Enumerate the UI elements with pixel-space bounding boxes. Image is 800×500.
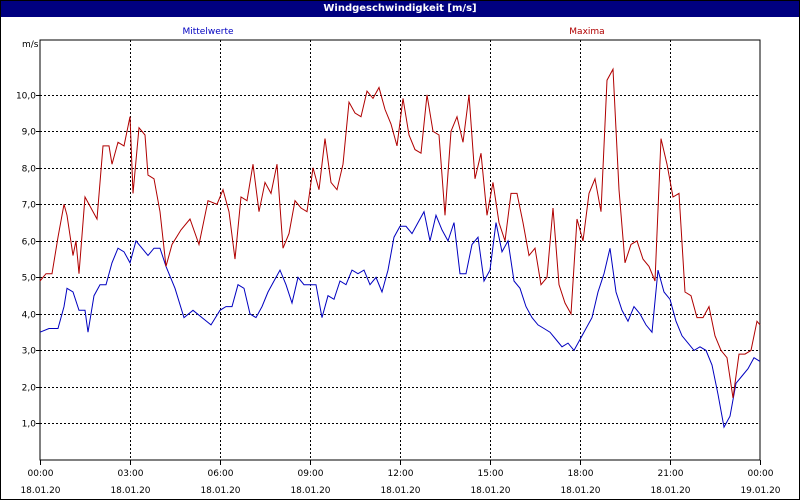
grid: [40, 40, 760, 460]
x-tick-date: 19.01.20: [740, 486, 780, 496]
y-tick-label: 8,0: [22, 165, 37, 175]
y-tick-label: 9,0: [22, 128, 37, 138]
legend-mittelwerte: Mittelwerte: [182, 27, 233, 37]
x-tick-date: 18.01.20: [380, 486, 420, 496]
x-tick-time: 00:00: [748, 469, 774, 479]
y-tick-label: 7,0: [22, 201, 37, 211]
x-tick-time: 00:00: [28, 469, 54, 479]
x-tick-time: 12:00: [388, 469, 414, 479]
x-tick-time: 18:00: [568, 469, 594, 479]
y-tick-label: 2,0: [22, 384, 37, 394]
legend-maxima: Maxima: [569, 27, 604, 37]
y-tick-label: 3,0: [22, 347, 37, 357]
x-tick-time: 21:00: [658, 469, 684, 479]
x-tick-date: 18.01.20: [560, 486, 600, 496]
y-axis-label: m/s: [22, 40, 39, 50]
x-tick-date: 18.01.20: [110, 486, 150, 496]
x-tick-time: 09:00: [298, 469, 324, 479]
x-tick-date: 18.01.20: [650, 486, 690, 496]
y-tick-label: 10,0: [16, 92, 36, 102]
x-tick-date: 18.01.20: [20, 486, 60, 496]
x-axis: 00:00 18.01.20 03:00 18.01.20 06:00 18.01.20 0…: [20, 460, 781, 496]
x-tick-time: 06:00: [208, 469, 234, 479]
y-axis: 1,0 2,0 3,0 4,0 5,0 6,0 7,0 8,0 9,0 10,0: [16, 92, 40, 430]
y-tick-label: 5,0: [22, 274, 37, 284]
chart-title: Windgeschwindigkeit [m/s]: [1, 1, 799, 17]
y-tick-label: 1,0: [22, 420, 37, 430]
y-tick-label: 4,0: [22, 311, 37, 321]
series-group: [39, 67, 761, 429]
x-tick-time: 03:00: [118, 469, 144, 479]
series-line-maxima: [39, 67, 761, 398]
series-line-mittelwerte: [39, 210, 761, 429]
x-tick-time: 15:00: [478, 469, 504, 479]
y-tick-label: 6,0: [22, 238, 37, 248]
x-tick-date: 18.01.20: [290, 486, 330, 496]
x-tick-date: 18.01.20: [470, 486, 510, 496]
x-tick-date: 18.01.20: [200, 486, 240, 496]
